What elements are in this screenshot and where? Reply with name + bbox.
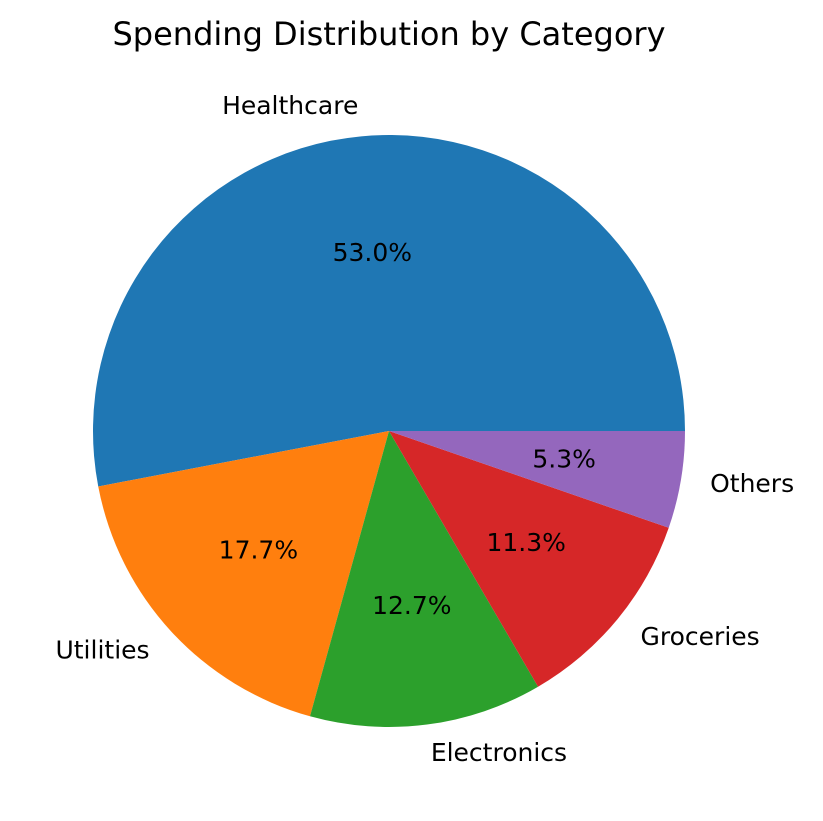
slice-label-others: Others <box>710 469 794 498</box>
pie-slice-groceries <box>389 431 669 687</box>
pie-slice-utilities <box>98 431 389 717</box>
slice-label-electronics: Electronics <box>431 738 567 767</box>
slice-label-healthcare: Healthcare <box>222 91 358 120</box>
pie-slice-healthcare <box>93 135 685 487</box>
pie-slice-electronics <box>309 431 539 727</box>
percent-label-healthcare: 53.0% <box>333 238 412 267</box>
chart-title: Spending Distribution by Category <box>112 15 665 53</box>
percent-label-utilities: 17.7% <box>219 535 298 564</box>
percent-label-groceries: 11.3% <box>486 528 565 557</box>
pie-labels: Healthcare 53.0% Utilities 17.7% Electronics… <box>55 91 794 767</box>
pie-slice-others <box>389 431 685 528</box>
pie-slices <box>93 135 685 727</box>
slice-label-groceries: Groceries <box>641 622 760 651</box>
percent-label-electronics: 12.7% <box>372 591 451 620</box>
slice-label-utilities: Utilities <box>55 636 149 665</box>
percent-label-others: 5.3% <box>532 444 596 473</box>
